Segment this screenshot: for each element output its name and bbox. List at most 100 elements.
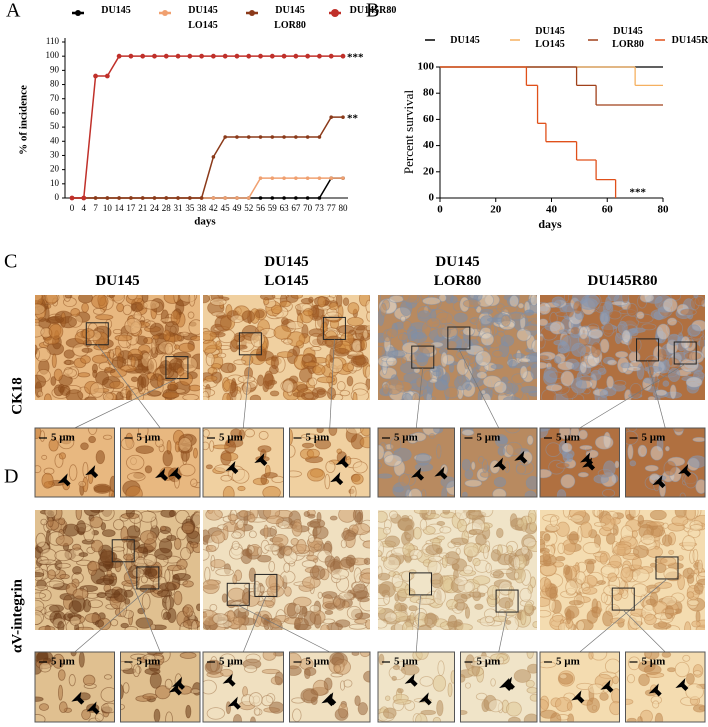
cell [644,613,657,626]
cell [393,699,412,705]
cell [63,368,77,378]
cell [469,318,477,324]
cell [266,585,285,598]
tissue [378,510,537,630]
data-point [116,53,122,59]
x-tick-label: 56 [256,203,266,213]
cell [254,309,265,319]
cell [506,545,514,555]
tissue [378,295,537,400]
scale-label: 5 µm [642,656,666,668]
cell [159,582,177,592]
data-point [317,196,322,200]
cell [360,339,367,351]
zoom-line [415,368,424,429]
cell [339,680,346,691]
cell [562,510,571,518]
micrograph [203,510,370,630]
annotation: *** [630,186,647,198]
cell [292,708,302,722]
data-point [305,135,310,139]
cell [387,350,406,359]
cell [93,344,109,351]
cell [393,486,404,493]
cell [400,664,420,676]
cell [292,345,301,357]
cell [357,596,370,603]
cell [643,664,662,676]
cell [47,516,54,528]
cell [379,302,387,317]
cell [392,664,401,671]
cell [397,332,409,342]
data-point [104,73,110,79]
cell [126,525,141,539]
arrow [404,673,418,687]
cell [296,383,309,393]
cell [388,295,405,303]
arrow [254,453,268,467]
cell [88,435,96,444]
cell [203,390,210,400]
cell [654,712,664,722]
cell [316,376,336,384]
cell [260,474,268,485]
data-point [187,53,193,59]
scale-label: 5 µm [306,432,330,444]
cell [84,613,101,623]
cell [628,510,641,518]
micrograph [625,652,705,722]
column-header: DU145 [95,273,139,289]
cell [383,594,391,605]
cell [303,666,317,677]
cell [613,543,632,556]
cell [268,560,276,573]
cell [115,391,124,400]
cell [540,553,557,567]
cell [599,311,606,323]
cell [203,679,217,695]
cell [472,557,481,567]
arrow [222,673,236,687]
cell [211,311,226,317]
cell [354,618,368,624]
cell [47,569,56,580]
cell [296,539,307,554]
cell [329,515,338,521]
cell [205,352,215,367]
cell [626,673,636,684]
tissue [289,652,370,722]
cell [156,374,163,388]
cell [104,589,121,599]
cell [204,659,223,675]
cell [620,566,634,583]
cell [433,588,446,605]
cell [45,295,58,305]
cell [257,445,272,453]
cell [594,435,614,450]
cell [203,549,210,561]
cell [182,604,194,618]
cell [80,442,89,451]
cell [93,483,112,493]
cell [627,443,634,460]
cell [385,695,391,701]
inset-frame [377,651,455,723]
data-point [305,53,311,59]
cell [190,335,200,341]
cell [359,436,370,449]
cell [58,435,75,450]
cell [233,616,246,626]
cell [249,394,262,400]
cell [558,329,570,335]
cell [142,693,158,700]
arrow [57,473,71,487]
cell [182,580,194,588]
cell [58,684,63,701]
cell [337,304,344,320]
cell [663,567,679,581]
data-point [258,135,263,139]
cell [429,538,443,544]
cell [472,575,491,585]
cell [654,389,668,397]
